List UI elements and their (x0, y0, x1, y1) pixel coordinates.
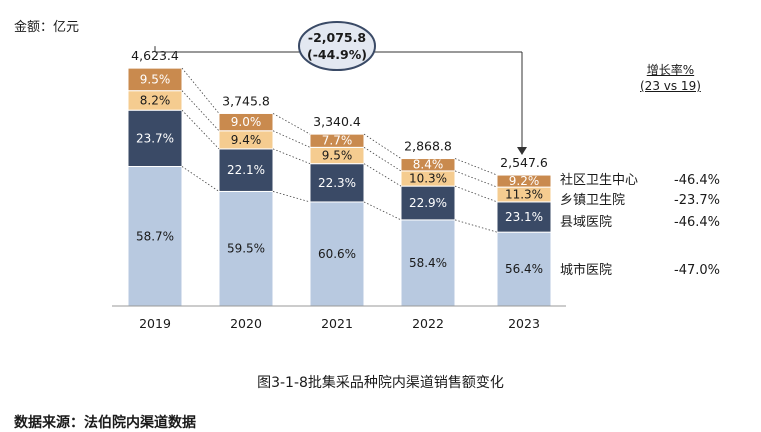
growth-header: 增长率% (23 vs 19) (640, 62, 701, 94)
arrow-head (517, 147, 527, 156)
growth-header-line1: 增长率% (646, 63, 695, 77)
data-label: 9.2% (509, 174, 540, 188)
bar-segment (218, 112, 274, 132)
total-label: 2,547.6 (500, 155, 548, 170)
bar-segment (127, 67, 183, 92)
connector-line (454, 185, 498, 203)
x-tick-label: 2020 (230, 316, 262, 331)
bar-segment (496, 174, 552, 188)
series-label: 乡镇卫生院 (560, 193, 625, 208)
data-label: 23.1% (505, 210, 543, 224)
x-tick-label: 2022 (412, 316, 444, 331)
connector-line (181, 109, 220, 150)
connector-line (363, 133, 402, 159)
data-label: 23.7% (136, 131, 174, 145)
growth-rate: -46.4% (674, 173, 720, 188)
bar-segment (309, 133, 365, 148)
data-label: 9.5% (322, 149, 353, 163)
growth-rate: -23.7% (674, 193, 720, 208)
data-label: 22.9% (409, 196, 447, 210)
data-label: 56.4% (505, 262, 543, 276)
connector-line (454, 219, 498, 233)
connector-line (363, 163, 402, 187)
series-label: 县域医院 (560, 215, 612, 230)
x-tick-label: 2021 (321, 316, 353, 331)
connector-line (454, 170, 498, 188)
connector-line (363, 201, 402, 221)
total-label: 2,868.8 (404, 139, 452, 154)
x-tick-label: 2023 (508, 316, 540, 331)
bar-segment (127, 109, 183, 168)
connector-line (363, 147, 402, 172)
data-label: 10.3% (409, 172, 447, 186)
data-label: 8.2% (140, 93, 171, 107)
series-label: 社区卫生中心 (560, 172, 638, 188)
stacked-bar-chart: 58.7%23.7%8.2%9.5%4,623.4201959.5%22.1%9… (112, 21, 720, 331)
data-source: 数据来源：法伯院内渠道数据 (14, 415, 196, 431)
data-label: 59.5% (227, 242, 265, 256)
data-label: 22.3% (318, 176, 356, 190)
connector-line (272, 130, 311, 148)
connector-line (181, 67, 220, 114)
bar-segment (400, 185, 456, 221)
total-label: 3,745.8 (222, 93, 270, 108)
x-tick-label: 2019 (139, 316, 171, 331)
connector-line (272, 113, 311, 135)
data-label: 9.4% (231, 133, 262, 147)
connector-line (272, 191, 311, 203)
connector-line (181, 90, 220, 132)
growth-rate: -46.4% (674, 215, 720, 230)
data-label: 22.1% (227, 163, 265, 177)
bar-segment (127, 166, 183, 307)
connector-line (454, 158, 498, 176)
data-label: 8.4% (413, 158, 444, 172)
data-label: 7.7% (322, 134, 353, 148)
bar-segment (400, 219, 456, 307)
callout-bubble (298, 21, 376, 71)
series-label: 城市医院 (560, 262, 612, 278)
connector-line (181, 166, 220, 192)
data-label: 58.4% (409, 256, 447, 270)
data-label: 11.3% (505, 187, 543, 201)
bar-segment (400, 158, 456, 172)
total-label: 3,340.4 (313, 114, 361, 129)
connector-line (272, 148, 311, 165)
bar-segment (496, 231, 552, 307)
unit-label: 金额：亿元 (14, 20, 80, 35)
growth-rate: -47.0% (674, 263, 720, 278)
callout-value: -2,075.8 (308, 30, 366, 45)
data-label: 9.5% (140, 72, 171, 86)
data-label: 60.6% (318, 247, 356, 261)
figure-caption: 图3-1-8批集采品种院内渠道销售额变化 (257, 375, 504, 391)
growth-header-line2: (23 vs 19) (640, 79, 701, 93)
data-label: 58.7% (136, 229, 174, 243)
data-label: 9.0% (231, 115, 262, 129)
callout-percent: (-44.9%) (307, 47, 367, 62)
